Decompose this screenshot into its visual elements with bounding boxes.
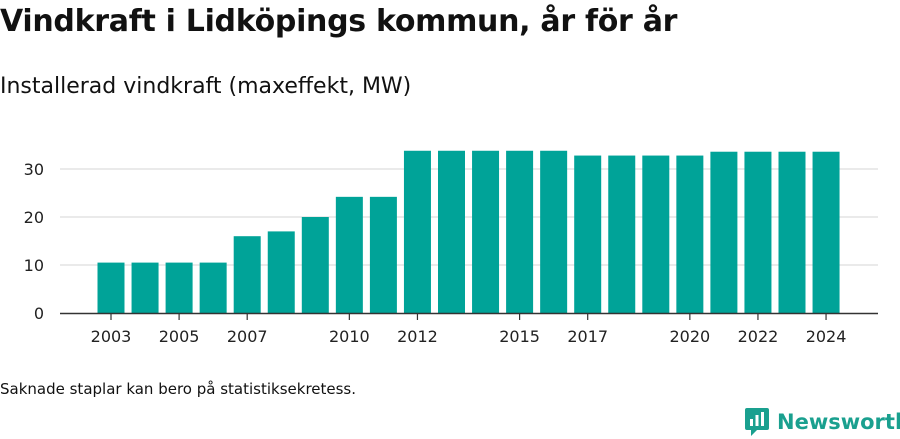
bar-chart: 0 10 20 30 2003 2005 2007 2010 2012 2015 2017 2020…: [24, 150, 878, 345]
bar: [199, 262, 227, 313]
bar: [267, 231, 295, 313]
x-tick-label: 2022: [738, 327, 779, 345]
y-tick-label: 20: [24, 208, 44, 227]
footnote: Saknade staplar kan bero på statistiksek…: [0, 380, 357, 398]
bar: [710, 151, 738, 313]
bar: [403, 150, 431, 313]
x-tick-label: 2005: [159, 327, 200, 345]
bars: [97, 150, 840, 313]
bar: [301, 217, 329, 313]
brand-logo[interactable]: Newsworthy: [744, 406, 900, 438]
bar: [369, 196, 397, 313]
bar: [233, 236, 261, 313]
y-tick-label: 10: [24, 256, 44, 275]
grid-lines: [60, 168, 878, 266]
chart-subtitle: Installerad vindkraft (maxeffekt, MW): [0, 74, 412, 99]
x-tick-label: 2007: [227, 327, 268, 345]
x-tick-label: 2024: [806, 327, 847, 345]
bar: [165, 262, 193, 313]
bar: [97, 262, 125, 313]
x-tick-label: 2012: [397, 327, 438, 345]
bar: [335, 196, 363, 313]
bar: [642, 155, 670, 313]
bar: [608, 155, 636, 313]
newsworthy-logo-icon: [745, 408, 769, 436]
bar: [540, 150, 568, 313]
x-tick-label: 2003: [91, 327, 132, 345]
x-axis-ticks: 2003 2005 2007 2010 2012 2015 2017 2020 2022 2024: [91, 313, 847, 345]
x-tick-label: 2020: [669, 327, 710, 345]
bar: [744, 151, 772, 313]
bar: [574, 155, 602, 313]
bar: [472, 150, 500, 313]
bar: [506, 150, 534, 313]
bar: [676, 155, 704, 313]
y-axis-ticks: 0 10 20 30: [24, 160, 44, 323]
bar: [812, 151, 840, 313]
x-tick-label: 2017: [567, 327, 608, 345]
chart-title: Vindkraft i Lidköpings kommun, år för år: [0, 4, 678, 39]
y-tick-label: 30: [24, 160, 44, 179]
x-tick-label: 2015: [499, 327, 540, 345]
brand-name: Newsworthy: [777, 410, 900, 434]
y-tick-label: 0: [34, 304, 44, 323]
bar: [778, 151, 806, 313]
bar: [131, 262, 159, 313]
bar: [438, 150, 465, 313]
x-tick-label: 2010: [329, 327, 370, 345]
